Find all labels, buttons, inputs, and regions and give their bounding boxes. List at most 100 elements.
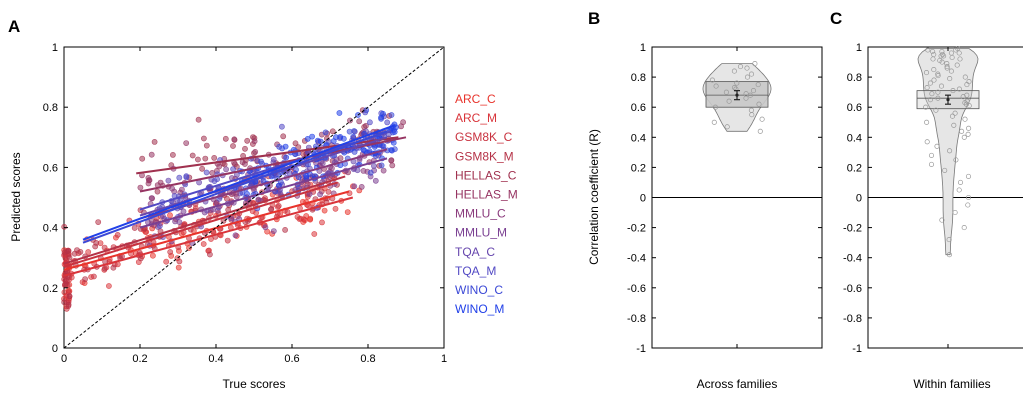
data-point: [965, 173, 972, 179]
data-point: [93, 239, 100, 246]
data-point: [370, 162, 377, 169]
data-point: [203, 142, 210, 149]
legend-entry: TQA_M: [455, 264, 496, 278]
fit-line: [63, 175, 346, 265]
data-point: [242, 145, 248, 152]
legend-entry: ARC_M: [455, 111, 497, 125]
data-point: [275, 202, 282, 209]
axis-ticks: 1 0.8 0.6 0.4 0.2 0 -0.2 -0.4 -0.6 -0.8 -1: [843, 42, 949, 355]
data-point: [959, 128, 965, 134]
data-point: [940, 51, 946, 58]
data-point: [325, 188, 332, 195]
data-point: [747, 92, 753, 98]
legend-entry: MMLU_C: [455, 207, 506, 221]
data-point: [748, 71, 755, 77]
y-tick-label: 0.6: [847, 102, 862, 114]
data-point: [282, 226, 288, 233]
data-point: [941, 53, 947, 59]
data-point: [176, 219, 183, 225]
data-point: [734, 80, 740, 86]
data-point: [947, 76, 953, 82]
data-point: [371, 143, 378, 150]
data-point: [230, 166, 236, 172]
data-point: [258, 158, 264, 165]
data-point: [756, 101, 762, 107]
data-point: [953, 47, 959, 53]
data-point: [329, 128, 336, 135]
data-point: [957, 179, 964, 185]
data-point: [957, 56, 963, 62]
data-point: [367, 169, 374, 176]
data-point: [267, 206, 274, 213]
y-tick-label: 0.4: [43, 223, 58, 235]
data-point: [66, 254, 73, 261]
x-tick-label: 0.8: [360, 353, 375, 365]
x-axis-label: Across families: [697, 377, 778, 391]
data-point: [362, 122, 369, 129]
data-point: [151, 138, 158, 145]
data-point: [947, 148, 953, 154]
data-point: [169, 185, 175, 192]
data-point: [61, 249, 68, 256]
data-point: [713, 83, 719, 89]
data-point: [211, 178, 218, 184]
violin: [702, 61, 772, 134]
legend: ARC_C ARC_M GSM8K_C GSM8K_M HELLAS_C HELLAS_M…: [455, 92, 518, 316]
data-point: [933, 107, 939, 113]
data-point: [209, 169, 216, 176]
data-point: [951, 122, 957, 128]
data-point: [131, 225, 138, 231]
identity-line: [63, 46, 445, 349]
data-point: [938, 83, 945, 89]
data-point: [137, 184, 144, 191]
data-point: [930, 48, 936, 55]
y-tick-label: -0.6: [627, 283, 646, 295]
y-tick-label: 1: [856, 42, 862, 54]
y-tick-label: 0: [52, 343, 58, 355]
data-point: [929, 91, 935, 97]
data-point: [304, 181, 311, 187]
data-point: [346, 128, 353, 135]
data-point: [203, 169, 210, 176]
data-point: [946, 237, 952, 243]
data-point: [752, 61, 758, 67]
data-point: [938, 53, 944, 59]
x-tick-label: 0: [61, 353, 67, 365]
data-point: [231, 136, 238, 143]
data-point: [731, 85, 738, 91]
data-point: [400, 119, 406, 126]
data-point: [366, 119, 373, 126]
data-point: [956, 187, 962, 193]
data-point: [749, 112, 755, 118]
data-point: [935, 73, 941, 79]
data-point: [965, 194, 972, 201]
data-point: [317, 191, 323, 198]
x-axis-label: True scores: [223, 377, 286, 391]
data-point: [175, 264, 182, 271]
data-point: [332, 205, 339, 212]
x-tick-label: 0.6: [284, 353, 299, 365]
fit-line: [63, 190, 350, 271]
data-point: [317, 138, 324, 145]
data-point: [114, 231, 121, 238]
data-point: [935, 95, 941, 101]
data-point: [744, 65, 750, 71]
data-point: [755, 82, 761, 88]
data-point: [221, 161, 228, 168]
data-point: [206, 251, 213, 258]
data-point: [952, 110, 958, 116]
data-point: [106, 283, 112, 289]
data-point: [270, 228, 277, 234]
data-point: [731, 68, 737, 74]
y-tick-label: -0.8: [627, 313, 646, 325]
data-point: [961, 134, 967, 140]
data-point: [137, 255, 144, 262]
data-point: [200, 135, 207, 142]
data-point: [255, 196, 262, 203]
fit-line: [139, 157, 388, 229]
data-point: [724, 124, 730, 130]
data-point: [223, 166, 229, 173]
x-tick-label: 0.4: [208, 353, 223, 365]
data-point: [61, 299, 68, 306]
y-tick-label: 0.2: [43, 283, 58, 295]
